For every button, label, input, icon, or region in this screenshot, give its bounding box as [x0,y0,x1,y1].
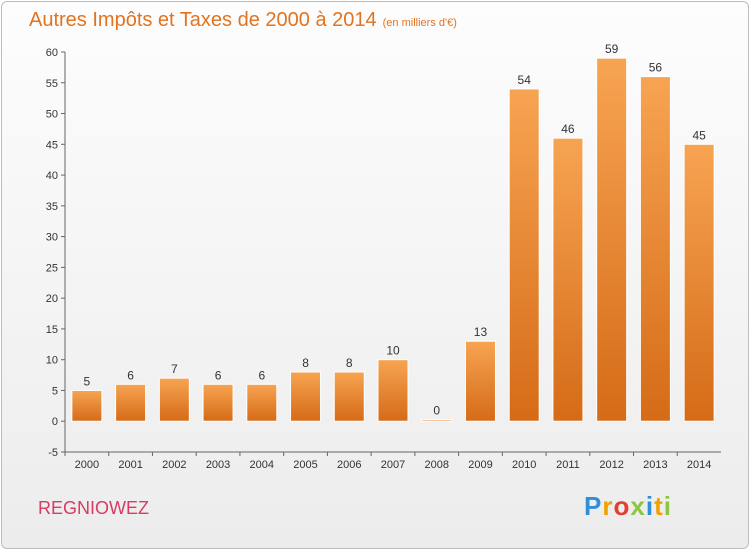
y-tick-label: 0 [52,416,58,428]
y-tick-label: 45 [46,139,58,151]
y-tick-label: -5 [48,447,58,459]
data-label: 0 [433,404,440,418]
bar [202,383,234,422]
bar [290,371,322,422]
data-label: 56 [649,61,663,75]
y-tick-label: 40 [46,170,58,182]
bar [71,389,103,422]
x-tick-label: 2010 [512,459,536,471]
proxiti-logo[interactable]: Proxiti [584,491,672,522]
data-label: 59 [605,42,619,56]
x-tick-label: 2002 [162,459,186,471]
data-label: 7 [171,362,178,376]
bar [333,371,365,422]
x-tick-label: 2000 [75,459,99,471]
y-tick-label: 20 [46,293,58,305]
y-tick-label: 5 [52,385,58,397]
logo-letter: i [663,491,672,521]
commune-name: REGNIOWEZ [38,498,149,518]
x-tick-label: 2011 [556,459,580,471]
data-label: 46 [561,122,575,136]
data-label: 6 [215,368,222,382]
y-tick-label: 55 [46,78,58,90]
data-label: 8 [346,356,353,370]
chart-title: Autres Impôts et Taxes de 2000 à 2014 (en… [29,9,457,32]
logo-letter: o [613,491,631,521]
data-label: 45 [692,128,706,142]
bar [508,88,540,422]
data-label: 6 [258,368,265,382]
chart-title-text: Autres Impôts et Taxes de 2000 à 2014 [29,9,377,31]
x-tick-label: 2005 [293,459,317,471]
logo-letter: r [602,491,614,521]
data-label: 8 [302,356,309,370]
y-tick-label: 60 [46,47,58,59]
y-tick-label: 10 [46,355,58,367]
x-tick-label: 2007 [381,459,405,471]
y-tick-label: 35 [46,201,58,213]
data-label: 5 [84,374,91,388]
logo-letter: P [584,491,603,521]
bar [639,76,671,422]
data-label: 6 [127,368,134,382]
logo-letter: t [654,491,664,521]
bar [377,359,409,422]
bar [115,383,147,422]
x-tick-label: 2013 [643,459,667,471]
bar [246,383,278,422]
y-tick-label: 50 [46,109,58,121]
y-tick-label: 15 [46,324,58,336]
x-tick-label: 2014 [687,459,711,471]
x-tick-label: 2009 [468,459,492,471]
x-tick-label: 2004 [250,459,274,471]
data-label: 13 [474,325,488,339]
x-tick-label: 2001 [118,459,142,471]
bar [421,419,453,422]
chart-title-unit: (en milliers d'€) [382,17,457,29]
bar [683,143,715,422]
x-tick-label: 2008 [424,459,448,471]
data-label: 10 [386,344,400,358]
x-tick-label: 2003 [206,459,230,471]
x-tick-label: 2012 [599,459,623,471]
data-label: 54 [518,73,532,87]
y-tick-label: 25 [46,262,58,274]
bar [552,137,584,422]
x-tick-label: 2006 [337,459,361,471]
bar [596,57,628,422]
logo-letter: x [630,491,646,521]
y-tick-label: 30 [46,232,58,244]
logo-letter: i [645,491,655,521]
bar [158,377,190,422]
bar [464,340,496,422]
